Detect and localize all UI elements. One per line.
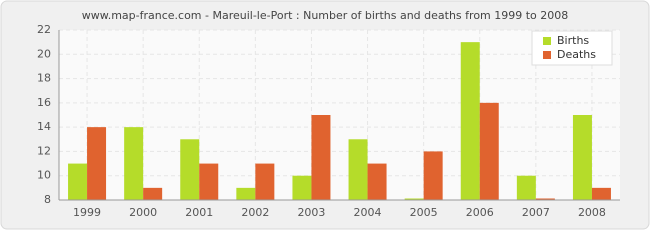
y-tick-label: 18 <box>37 72 51 85</box>
legend-swatch <box>543 51 551 59</box>
y-tick-label: 20 <box>37 47 51 60</box>
bar <box>124 127 144 200</box>
legend <box>531 30 613 66</box>
y-tick-label: 10 <box>37 169 51 182</box>
y-tick-label: 22 <box>37 23 51 36</box>
y-tick-label: 12 <box>37 144 51 157</box>
bar <box>87 127 107 200</box>
bar <box>572 115 592 200</box>
bar <box>292 175 312 200</box>
x-tick-label: 2002 <box>241 206 269 219</box>
x-tick-label: 2005 <box>410 206 438 219</box>
chart-title: www.map-france.com - Mareuil-le-Port : N… <box>82 9 569 22</box>
chart: www.map-france.com - Mareuil-le-Port : N… <box>0 0 650 230</box>
bar <box>143 187 163 200</box>
x-tick-label: 2000 <box>129 206 157 219</box>
legend-label: Deaths <box>557 48 596 61</box>
y-tick-label: 14 <box>37 120 51 133</box>
bar <box>479 102 499 200</box>
bar <box>404 198 424 200</box>
legend-swatch <box>543 37 551 45</box>
legend-label: Births <box>557 34 589 47</box>
x-tick-label: 2001 <box>185 206 213 219</box>
y-tick-label: 16 <box>37 96 51 109</box>
bar <box>460 42 480 201</box>
x-tick-label: 2008 <box>578 206 606 219</box>
bar <box>367 163 387 200</box>
y-tick-label: 8 <box>44 193 51 206</box>
bar <box>180 139 200 200</box>
plot-area <box>59 30 620 200</box>
bar <box>199 163 219 200</box>
x-tick-label: 1999 <box>73 206 101 219</box>
bar <box>591 187 611 200</box>
bar <box>311 115 331 200</box>
x-tick-label: 2006 <box>466 206 494 219</box>
x-tick-label: 2004 <box>354 206 382 219</box>
bar <box>516 175 536 200</box>
x-tick-label: 2003 <box>297 206 325 219</box>
x-tick-label: 2007 <box>522 206 550 219</box>
bar <box>535 198 555 200</box>
bar <box>423 151 443 200</box>
bar <box>255 163 275 200</box>
bar <box>236 187 256 200</box>
bar <box>348 139 368 200</box>
bar <box>68 163 88 200</box>
